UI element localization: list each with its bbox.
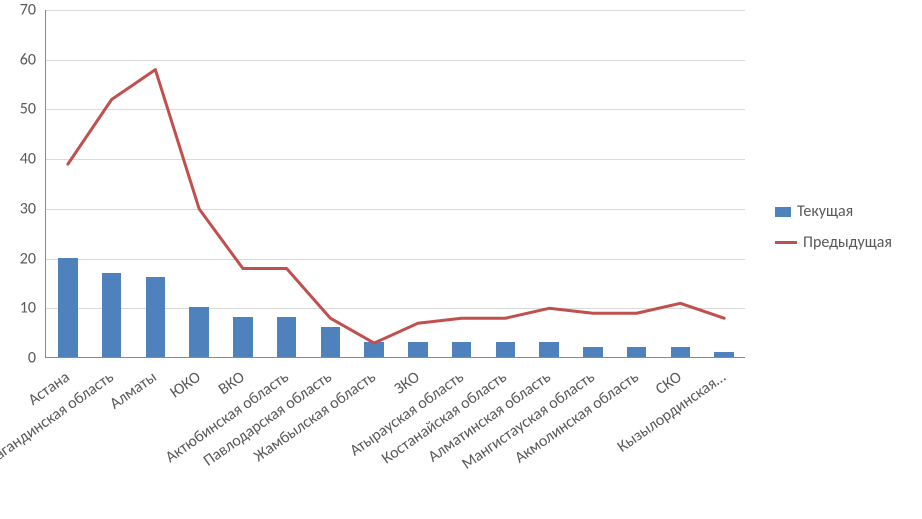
y-tick-label: 50 — [6, 100, 36, 119]
y-tick-label: 70 — [6, 1, 36, 20]
legend-label: Предыдущая — [803, 233, 892, 252]
y-tick-label: 10 — [6, 299, 36, 318]
legend-item: Текущая — [775, 202, 892, 221]
legend-swatch-bar — [775, 207, 791, 217]
y-tick-label: 30 — [6, 199, 36, 218]
chart-container: 010203040506070АстанаКарагандинская обла… — [0, 0, 922, 519]
line-series — [46, 10, 746, 358]
y-tick-label: 60 — [6, 50, 36, 69]
y-tick-label: 40 — [6, 150, 36, 169]
y-tick-label: 0 — [6, 349, 36, 368]
legend-label: Текущая — [797, 202, 853, 221]
plot-area: 010203040506070АстанаКарагандинская обла… — [45, 10, 745, 358]
y-tick-label: 20 — [6, 249, 36, 268]
legend: Текущая Предыдущая — [775, 190, 892, 264]
legend-swatch-line — [775, 241, 797, 244]
legend-item: Предыдущая — [775, 233, 892, 252]
